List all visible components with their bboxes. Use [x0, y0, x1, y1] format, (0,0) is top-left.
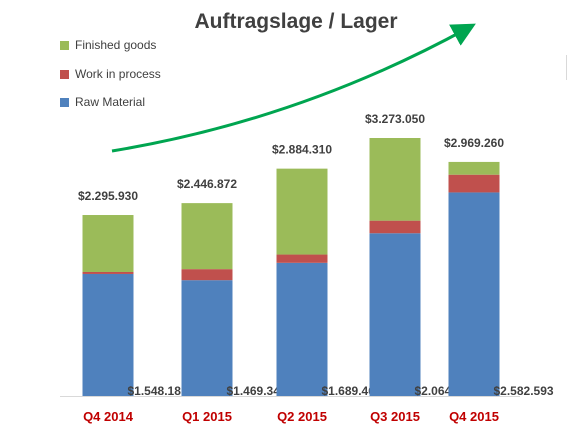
raw-material-label: $2.582.593	[494, 384, 554, 398]
chart-title: Auftragslage / Lager	[194, 10, 398, 33]
bar-finished-goods	[448, 161, 500, 175]
bar-work-in-process	[82, 271, 134, 274]
legend-label-raw-material: Raw Material	[75, 95, 146, 109]
bar-finished-goods	[181, 203, 233, 270]
legend-item-work-in-process: Work in process	[60, 67, 161, 81]
legend-item-raw-material: Raw Material	[60, 95, 145, 109]
total-label: $2.295.930	[78, 189, 138, 203]
bar-raw-material	[276, 262, 328, 396]
legend-swatch-raw-material	[60, 98, 69, 107]
bar-raw-material	[448, 192, 500, 396]
bar-work-in-process	[369, 220, 421, 234]
chart-border-fragment	[566, 55, 567, 80]
raw-material-label: $1.469.348	[227, 384, 287, 398]
legend-swatch-finished-goods	[60, 41, 69, 50]
bar-raw-material	[369, 233, 421, 396]
bar-raw-material	[82, 273, 134, 396]
bar-work-in-process	[448, 174, 500, 193]
total-label: $3.273.050	[365, 112, 425, 126]
category-label: Q1 2015	[182, 409, 232, 424]
legend-item-finished-goods: Finished goods	[60, 38, 156, 52]
category-label: Q3 2015	[370, 409, 420, 424]
trend-arrow	[111, 23, 476, 153]
bar-finished-goods	[369, 138, 421, 221]
bar-finished-goods	[82, 215, 134, 272]
total-label: $2.969.260	[444, 136, 504, 150]
total-label: $2.446.872	[177, 177, 237, 191]
category-label: Q4 2015	[449, 409, 499, 424]
legend-swatch-work-in-process	[60, 70, 69, 79]
raw-material-label: $1.548.181	[128, 384, 188, 398]
bar-raw-material	[181, 280, 233, 396]
bar-finished-goods	[276, 168, 328, 255]
bar-work-in-process	[181, 269, 233, 281]
raw-material-label: $1.689.465	[322, 384, 382, 398]
total-label: $2.884.310	[272, 143, 332, 157]
legend-label-work-in-process: Work in process	[75, 67, 161, 81]
category-label: Q2 2015	[277, 409, 327, 424]
category-label: Q4 2014	[83, 409, 134, 424]
bar-work-in-process	[276, 254, 328, 263]
legend-label-finished-goods: Finished goods	[75, 38, 157, 52]
